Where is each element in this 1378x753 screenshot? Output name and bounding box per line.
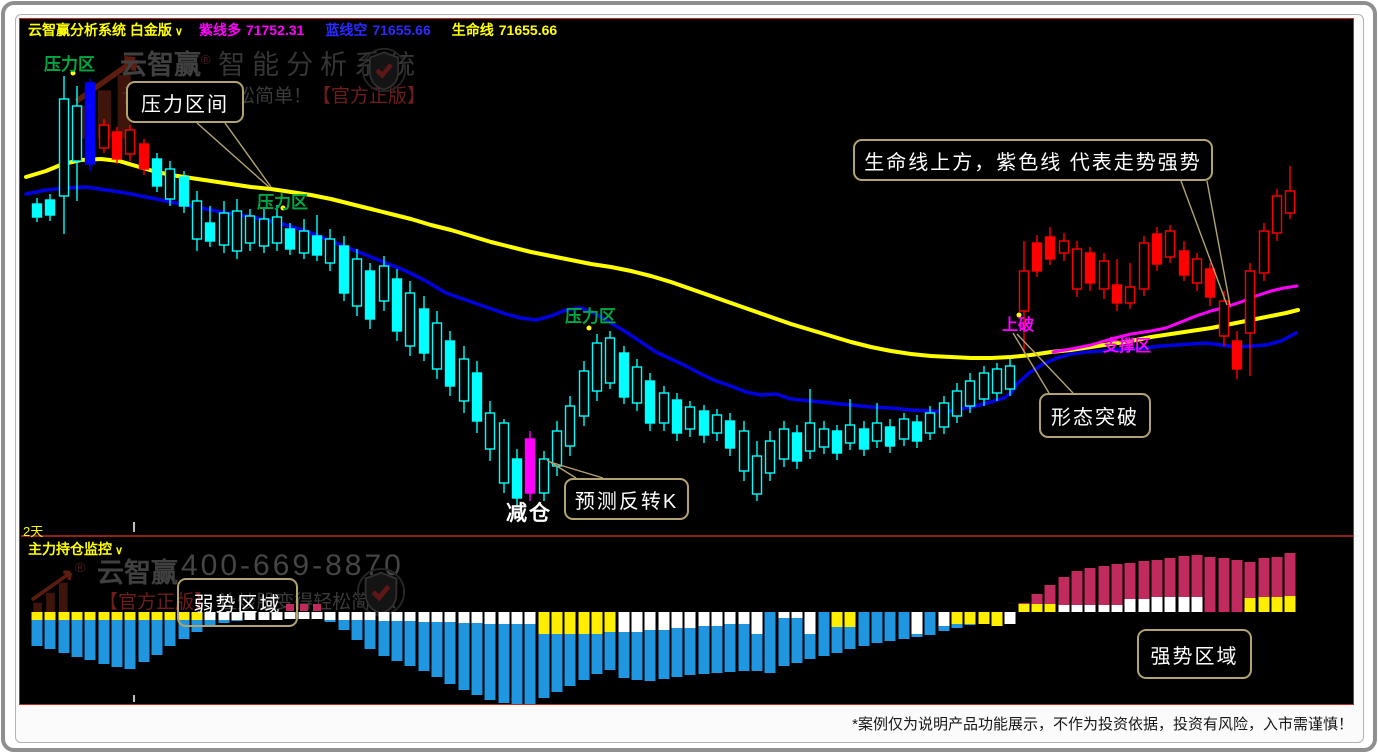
watermark-bottom: ® 云智赢 400-669-8870 【官方正版】 让炒股变得轻松简单！: [29, 549, 449, 661]
callout-tails: [196, 122, 1231, 479]
content-frame: 云智赢® 智能分析系统 让炒股变得轻松简单！【官方正版】 ®: [15, 14, 1364, 743]
indicator-blue-short: 蓝线空 71655.66: [325, 22, 431, 38]
short-line-blue: [24, 185, 1298, 414]
app-title: 云智赢分析系统 白金版: [28, 22, 172, 38]
watermark-slogan-line: 【官方正版】 让炒股变得轻松简单！: [99, 592, 409, 613]
watermark-brand: 云智赢: [97, 558, 178, 588]
verified-shield-icon: [361, 47, 407, 93]
title-bar: 云智赢分析系统 白金版 ∨ 紫线多 71752.31 蓝线空 71655.66 生命线…: [20, 19, 1353, 41]
period-label: 2天: [23, 524, 44, 539]
registered-mark: ®: [75, 559, 86, 575]
candlestick-series: [31, 76, 1296, 506]
holdings-histogram: [31, 553, 1296, 704]
trend-line-purple: [1051, 284, 1299, 354]
chevron-down-icon: ∨: [115, 545, 124, 557]
signal-markers: [70, 70, 1022, 331]
chart-app-area: 云智赢® 智能分析系统 让炒股变得轻松简单！【官方正版】 ®: [19, 18, 1354, 705]
disclaimer-text: *案例仅为说明产品功能展示，不作为投资依据，投资有风险，入市需谨慎！: [852, 716, 1353, 733]
watermark-top: 云智赢® 智能分析系统 让炒股变得轻松简单！【官方正版】: [56, 43, 446, 139]
indicator-life-line: 生命线 71655.66: [451, 22, 558, 38]
holdings-monitor-dropdown[interactable]: 主力持仓监控 ∨: [28, 539, 123, 559]
holdings-monitor-title: 主力持仓监控: [28, 541, 112, 557]
main-chart-svg: [21, 70, 1353, 704]
chevron-down-icon: ∨: [174, 26, 183, 38]
indicator-purple-long: 紫线多 71752.31: [198, 22, 305, 38]
life-line-yellow: [24, 157, 1300, 360]
app-title-dropdown[interactable]: 云智赢分析系统 白金版 ∨: [28, 20, 183, 40]
